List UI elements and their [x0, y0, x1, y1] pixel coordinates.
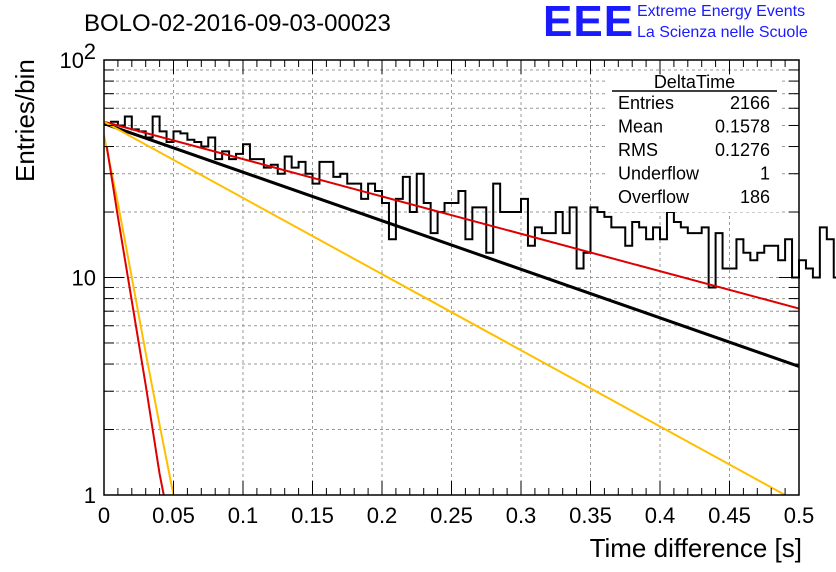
- histogram: [104, 115, 836, 289]
- stats-value: 0.1578: [715, 117, 770, 137]
- logo-line-2: La Scienza nelle Scuole: [637, 24, 808, 41]
- y-tick-exponent: 2: [84, 39, 96, 64]
- logo-mark: EEE: [543, 0, 635, 46]
- stats-value: 2166: [730, 93, 770, 113]
- x-tick-label: 0.3: [506, 503, 537, 528]
- stats-label: Overflow: [618, 187, 690, 207]
- y-tick-label: 1: [84, 483, 96, 508]
- x-tick-label: 0.45: [708, 503, 751, 528]
- axis-ticks: 0 0.05 0.1 0.15 0.2 0.25 0.3 0.35 0.4 0.45 0.5 1 10 1…: [60, 39, 815, 528]
- y-tick-label: 10: [60, 48, 84, 73]
- logo-line-1: Extreme Energy Events: [637, 3, 806, 20]
- fit-curve: [105, 146, 165, 496]
- stats-title: DeltaTime: [654, 72, 735, 92]
- stats-value: 0.1276: [715, 140, 770, 160]
- histogram-outline: [104, 115, 836, 289]
- x-tick-label: 0.05: [152, 503, 195, 528]
- x-tick-label: 0.1: [228, 503, 259, 528]
- stats-value: 186: [740, 187, 770, 207]
- y-tick-label: 10: [72, 266, 96, 291]
- fit-curve: [103, 120, 800, 310]
- x-tick-label: 0.4: [645, 503, 676, 528]
- x-tick-label: 0.25: [430, 503, 473, 528]
- x-tick-label: 0: [98, 503, 110, 528]
- chart-title: BOLO-02-2016-09-03-00023: [84, 10, 391, 37]
- x-axis-label: Time difference [s]: [589, 533, 802, 563]
- fit-curve: [103, 135, 175, 496]
- stats-label: Entries: [618, 93, 674, 113]
- stats-label: Underflow: [618, 164, 700, 184]
- stats-label: RMS: [618, 140, 658, 160]
- stats-background: [608, 76, 781, 212]
- x-tick-label: 0.35: [569, 503, 612, 528]
- stats-value: 1: [760, 164, 770, 184]
- fit-curve: [103, 122, 800, 368]
- x-tick-label: 0.2: [367, 503, 398, 528]
- x-tick-label: 0.15: [291, 503, 334, 528]
- stats-label: Mean: [618, 117, 663, 137]
- x-tick-label: 0.5: [784, 503, 815, 528]
- fit-curves: [103, 120, 800, 496]
- eee-logo: EEE Extreme Energy Events La Scienza nel…: [543, 0, 833, 46]
- fit-curve: [103, 120, 786, 496]
